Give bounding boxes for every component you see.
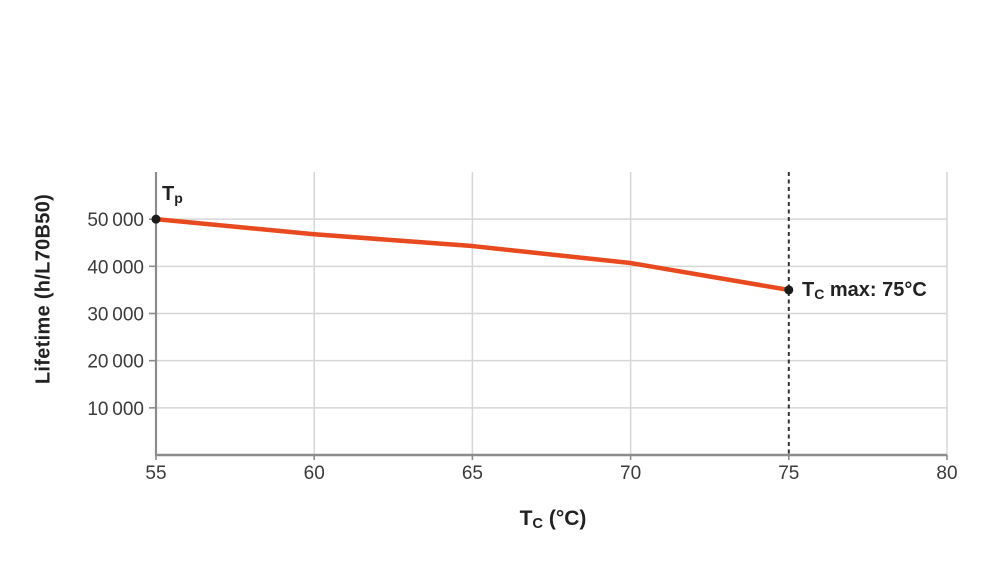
y-tick-label: 10 000	[87, 399, 144, 420]
x-tick-label: 70	[620, 463, 641, 484]
x-axis-title-sub: C	[532, 516, 544, 533]
y-tick-label: 30 000	[87, 305, 144, 326]
annotation-tp-sub: p	[174, 190, 183, 207]
y-tick-label: 40 000	[87, 257, 144, 278]
x-tick-label: 60	[304, 463, 325, 484]
annotation-tp-main: T	[162, 183, 175, 205]
curve-start-point	[151, 214, 161, 224]
x-tick-label: 65	[462, 463, 483, 484]
x-tick-label: 55	[145, 463, 166, 484]
y-tick-label: 20 000	[87, 352, 144, 373]
x-axis-title-main: T	[519, 507, 533, 530]
annotation-tp: Tp	[162, 183, 183, 206]
annotation-tc-max: TC max: 75°C	[802, 279, 927, 302]
y-axis-title: Lifetime (h/L70B50)	[32, 193, 55, 385]
x-tick-label: 80	[936, 463, 957, 484]
x-axis-title-rest: (°C)	[543, 507, 587, 530]
lifetime-curve	[153, 216, 792, 293]
annotation-tc-max-sub: C	[814, 286, 825, 303]
curve-end-point	[784, 285, 794, 295]
x-axis-title: TC (°C)	[519, 507, 587, 533]
x-tick-label: 75	[778, 463, 799, 484]
annotation-tc-max-main: T	[802, 279, 815, 301]
annotation-tc-max-rest: max: 75°C	[824, 279, 927, 301]
y-tick-label: 50 000	[87, 210, 144, 231]
